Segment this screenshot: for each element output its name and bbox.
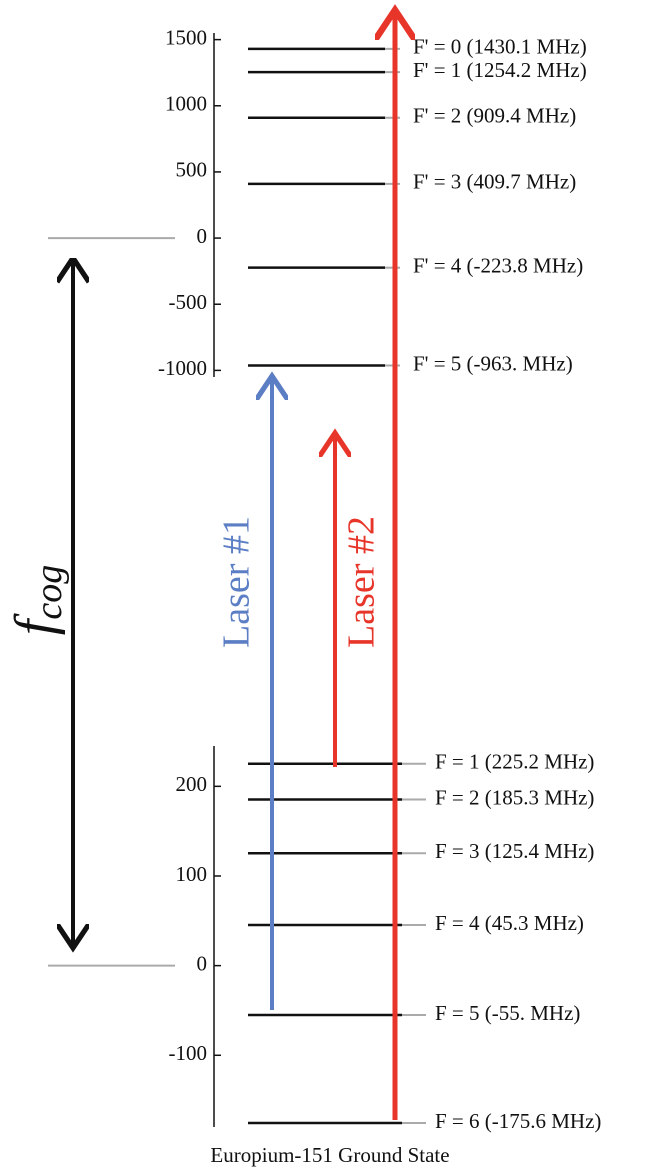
y-tick-label: 200 bbox=[176, 772, 208, 796]
fcog-subscript: cog bbox=[28, 565, 70, 620]
y-tick-label: 0 bbox=[197, 951, 208, 975]
level-label: F = 4 (45.3 MHz) bbox=[435, 911, 584, 935]
level-label: F = 1 (225.2 MHz) bbox=[435, 750, 594, 774]
level-label: F = 5 (-55. MHz) bbox=[435, 1001, 580, 1025]
y-tick-label: 500 bbox=[176, 158, 208, 182]
level-label: F' = 0 (1430.1 MHz) bbox=[413, 35, 587, 59]
y-tick-label: 0 bbox=[197, 224, 208, 248]
level-label: F' = 5 (-963. MHz) bbox=[413, 351, 573, 375]
laser-2-label: Laser #2 bbox=[341, 516, 383, 648]
level-label: F' = 1 (1254.2 MHz) bbox=[413, 58, 587, 82]
laser-1-label: Laser #1 bbox=[216, 516, 258, 648]
x-axis-label: Europium-151 Ground State bbox=[210, 1143, 449, 1167]
y-tick-label: 100 bbox=[176, 862, 208, 886]
y-tick-label: -500 bbox=[169, 290, 208, 314]
level-label: F = 2 (185.3 MHz) bbox=[435, 785, 594, 809]
level-label: F = 6 (-175.6 MHz) bbox=[435, 1109, 601, 1133]
y-tick-label: 1000 bbox=[165, 92, 207, 116]
level-label: F' = 2 (909.4 MHz) bbox=[413, 104, 576, 128]
y-tick-label: -100 bbox=[169, 1041, 208, 1065]
y-tick-label: -1000 bbox=[158, 356, 207, 380]
level-label: F = 3 (125.4 MHz) bbox=[435, 839, 594, 863]
level-label: F' = 4 (-223.8 MHz) bbox=[413, 253, 583, 277]
level-label: F' = 3 (409.7 MHz) bbox=[413, 170, 576, 194]
fcog-label: fcog bbox=[4, 565, 70, 635]
y-tick-label: 1500 bbox=[165, 25, 207, 49]
